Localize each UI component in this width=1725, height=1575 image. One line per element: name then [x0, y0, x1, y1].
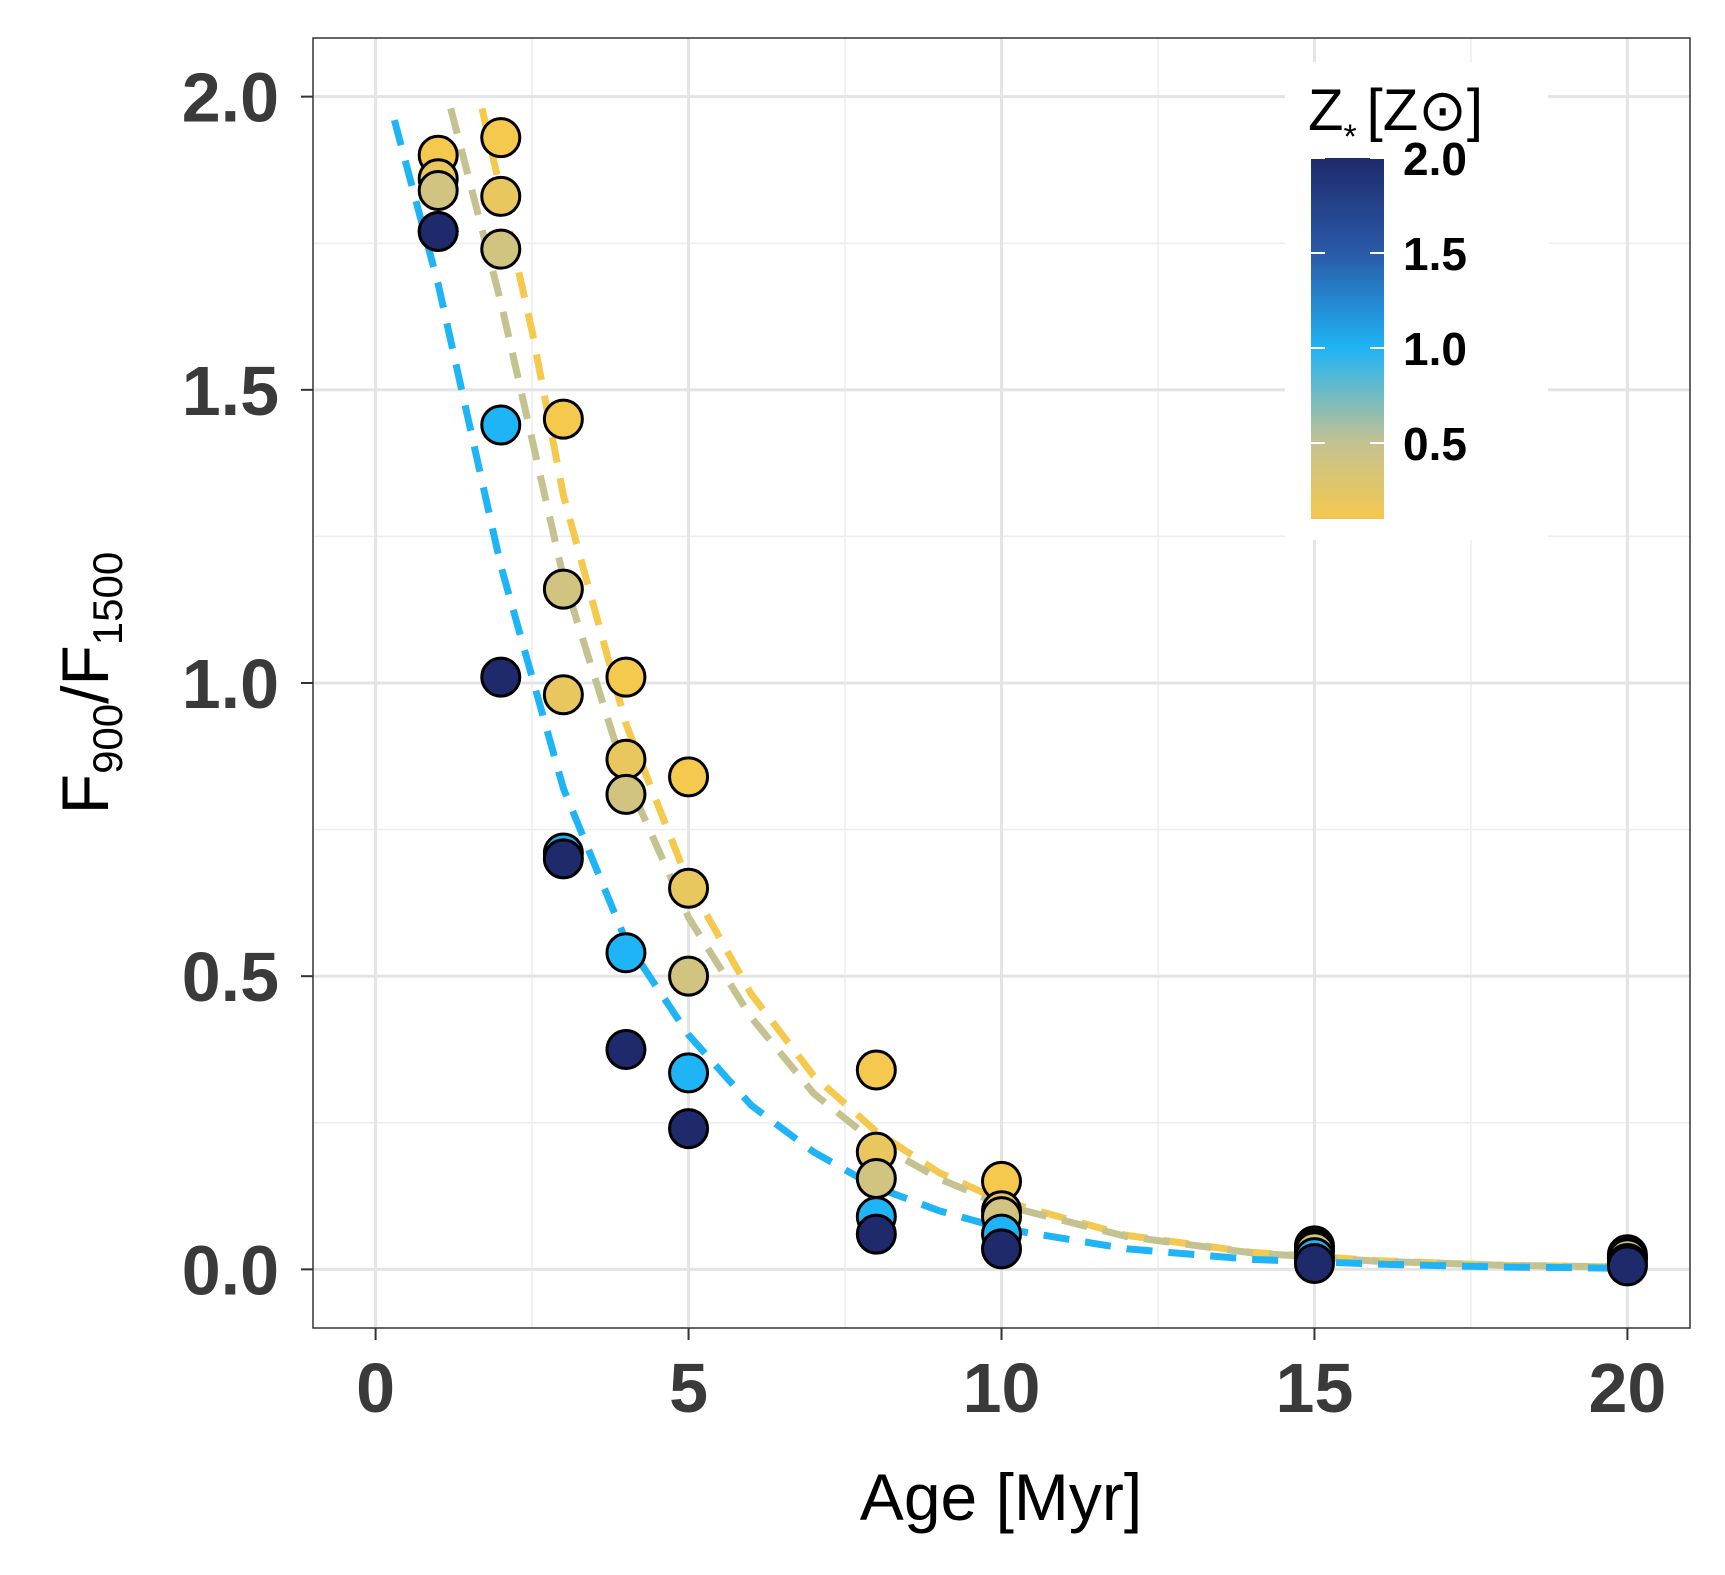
data-point	[668, 1052, 710, 1094]
x-axis-title: Age [Myr]	[860, 1460, 1142, 1534]
data-point	[668, 867, 710, 909]
y-tick-label: 0.5	[182, 938, 279, 1016]
colorbar-tick-label: 2.0	[1403, 133, 1467, 185]
series-group	[417, 211, 1648, 1287]
data-point	[480, 656, 522, 698]
y-axis-title-sub2: 1500	[84, 552, 131, 645]
data-point	[1606, 1245, 1648, 1287]
data-point	[855, 1213, 897, 1255]
legend-title-close: ]	[1467, 78, 1483, 143]
data-point	[668, 756, 710, 798]
data-point	[542, 568, 584, 610]
data-point	[605, 773, 647, 815]
data-point	[542, 838, 584, 880]
x-tick-label: 15	[1276, 1349, 1354, 1427]
colorbar-tick-label: 0.5	[1403, 418, 1467, 470]
y-axis-title-f2: F	[48, 645, 122, 685]
y-axis-title-f1: F	[48, 774, 122, 814]
colorbar	[1311, 158, 1384, 519]
legend-title-z: Z	[1308, 78, 1343, 143]
colorbar-ticks: 2.0 1.5 1.0 0.5	[1311, 133, 1467, 470]
colorbar-tick-label: 1.0	[1403, 323, 1467, 375]
y-tick-label: 2.0	[182, 59, 279, 137]
data-point	[855, 1157, 897, 1199]
colorbar-legend: Z* [Z⊙] 2.0 1.5 1.0 0.5	[1285, 62, 1548, 540]
x-axis-ticks: 0 5 10 15 20	[356, 1328, 1666, 1427]
data-point	[1293, 1243, 1335, 1284]
x-tick-label: 10	[963, 1349, 1041, 1427]
legend-title-unit: [Z	[1367, 78, 1419, 143]
data-point	[417, 169, 459, 211]
data-point	[605, 932, 647, 974]
x-tick-label: 5	[669, 1349, 708, 1427]
data-point	[668, 1108, 710, 1150]
svg-text:F900/F1500: F900/F1500	[48, 552, 131, 815]
y-axis-title-sub1: 900	[84, 704, 131, 774]
data-point	[855, 1049, 897, 1091]
colorbar-tick-label: 1.5	[1403, 228, 1467, 280]
data-point	[542, 398, 584, 440]
data-point	[668, 955, 710, 997]
legend-title-star: *	[1343, 118, 1356, 156]
data-point	[417, 211, 459, 252]
data-point	[605, 738, 647, 780]
y-tick-label: 1.5	[182, 352, 279, 430]
legend-title: Z* [Z⊙]	[1308, 78, 1483, 156]
y-axis-title-slash: /	[48, 685, 122, 704]
y-tick-label: 1.0	[182, 645, 279, 723]
data-point	[605, 1028, 647, 1070]
data-point	[605, 656, 647, 698]
data-points	[417, 117, 1648, 1287]
data-point	[480, 117, 522, 159]
data-point	[981, 1228, 1022, 1270]
y-axis-ticks: 0.0 0.5 1.0 1.5 2.0	[182, 59, 313, 1309]
y-axis-title: F900/F1500	[48, 552, 131, 815]
x-tick-label: 0	[356, 1349, 395, 1427]
legend-title-sun: ⊙	[1418, 78, 1467, 143]
data-point	[480, 175, 522, 217]
data-point	[542, 674, 584, 716]
x-tick-label: 20	[1588, 1349, 1666, 1427]
y-tick-label: 0.0	[182, 1231, 279, 1309]
data-point	[480, 228, 522, 270]
data-point	[480, 404, 522, 446]
